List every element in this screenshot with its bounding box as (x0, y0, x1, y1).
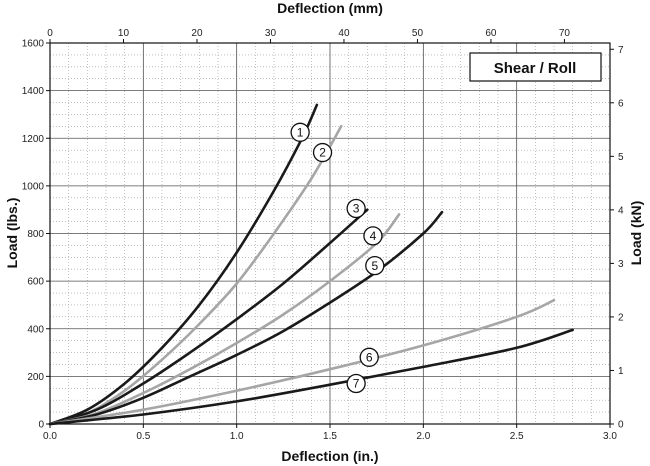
y-tick-label: 1600 (22, 39, 45, 50)
callout-label: 6 (366, 351, 373, 365)
callout-circle (365, 255, 385, 276)
title-box-frame (469, 52, 602, 82)
callout-circle (312, 142, 333, 163)
right-y-tick-label: 7 (618, 45, 624, 56)
top-x-tick-label: 60 (485, 28, 497, 39)
series-line-6 (48, 298, 556, 426)
right-y-tick-label: 3 (618, 259, 624, 270)
callout-circle (290, 122, 310, 142)
y-axis-title: Load (lbs.) (4, 198, 20, 269)
x-ticks-bottom: 0.0 0.5 1.0 1.5 2.0 2.5 3.0 (43, 424, 617, 442)
top-x-tick-label: 20 (191, 28, 203, 39)
callout-label: 1 (297, 125, 304, 139)
y-tick-label: 400 (27, 324, 44, 335)
top-x-tick-label: 40 (338, 28, 350, 39)
y-tick-label: 1000 (22, 181, 45, 192)
top-x-tick-label: 70 (559, 28, 571, 39)
callout-circle (363, 226, 383, 246)
y-tick-label: 1400 (22, 86, 45, 97)
y-tick-label: 200 (27, 372, 44, 383)
right-y-tick-label: 5 (618, 152, 624, 163)
right-y-tick-label: 6 (618, 98, 624, 109)
series-line-3 (48, 208, 369, 426)
y-tick-label: 800 (27, 229, 44, 240)
top-x-tick-label: 0 (47, 28, 53, 39)
series-line-7 (48, 328, 574, 426)
series-layer (48, 103, 574, 426)
series-line-4 (48, 213, 401, 426)
x-tick-label: 1.5 (323, 431, 337, 442)
callout-1: 1 (290, 122, 310, 142)
callout-label: 3 (353, 202, 360, 216)
callout-3: 3 (346, 198, 366, 219)
series-line-1 (48, 103, 319, 426)
x-axis-title: Deflection (in.) (281, 448, 378, 464)
callout-layer: 1 2 34 5 67 (290, 122, 385, 394)
y-ticks-left: 0 200 400 600 800 1000 1200 1400 1600 (22, 39, 50, 431)
right-y-axis-title: Load (kN) (628, 201, 644, 266)
callout-4: 4 (363, 226, 383, 246)
top-x-axis-title: Deflection (mm) (277, 0, 383, 16)
series-line-5 (48, 210, 444, 426)
y-tick-label: 600 (27, 277, 44, 288)
y-tick-label: 0 (38, 420, 44, 431)
y-ticks-right: 0 1 2 3 4 5 6 7 (610, 45, 624, 431)
chart-title: Shear / Roll (494, 60, 577, 77)
callout-circle (346, 373, 366, 394)
top-x-tick-label: 50 (412, 28, 424, 39)
right-y-tick-label: 1 (618, 366, 624, 377)
top-x-tick-label: 10 (118, 28, 130, 39)
x-tick-label: 1.0 (230, 431, 244, 442)
x-tick-label: 2.0 (416, 431, 430, 442)
right-y-tick-label: 0 (618, 420, 624, 431)
x-tick-label: 0.0 (43, 431, 57, 442)
x-tick-label: 3.0 (603, 431, 617, 442)
chart-title-box: Shear / Roll (469, 52, 602, 82)
callout-6: 6 (359, 347, 379, 367)
right-y-tick-label: 4 (618, 205, 624, 216)
top-x-tick-label: 30 (265, 28, 277, 39)
x-tick-label: 2.5 (510, 431, 524, 442)
series-line-2 (48, 125, 343, 426)
x-tick-label: 0.5 (136, 431, 150, 442)
callout-circle (346, 198, 366, 219)
callout-label: 5 (371, 259, 378, 273)
callout-label: 4 (370, 229, 377, 243)
x-ticks-top: 0 10 20 30 40 50 60 70 (47, 28, 570, 43)
right-y-tick-label: 2 (618, 312, 624, 323)
callout-label: 7 (353, 377, 360, 391)
major-grid (49, 42, 611, 425)
y-tick-label: 1200 (22, 134, 45, 145)
callout-5: 5 (365, 255, 385, 276)
callout-2: 2 (312, 142, 333, 163)
callout-label: 2 (319, 146, 326, 160)
callout-7: 7 (346, 373, 366, 394)
callout-circle (359, 347, 379, 367)
